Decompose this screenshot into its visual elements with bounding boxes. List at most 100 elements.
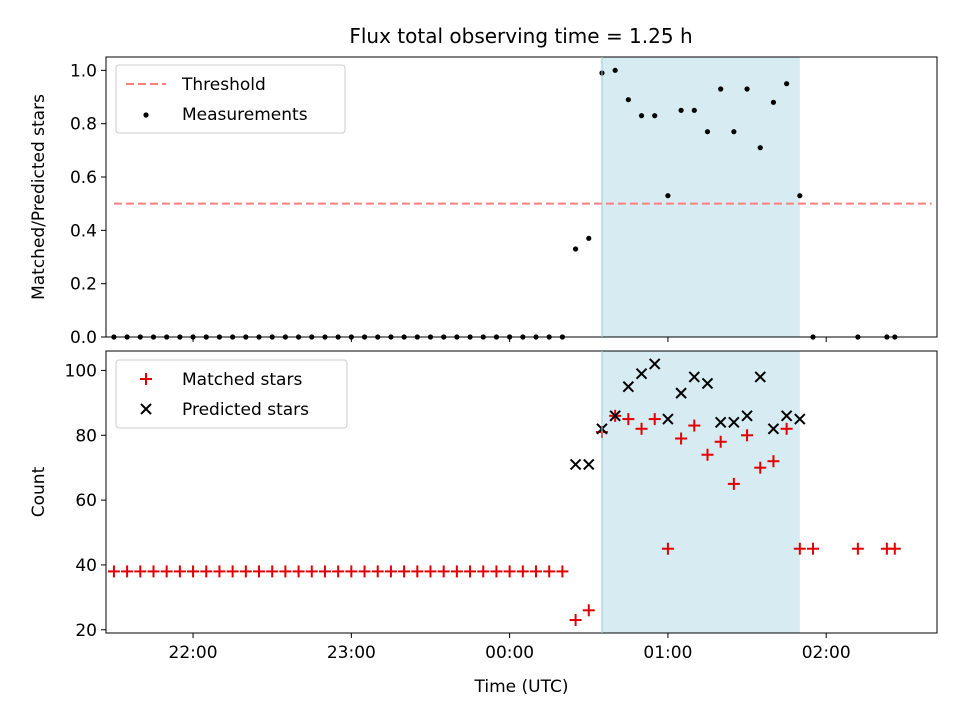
- y-tick-label: 0.6: [70, 168, 97, 188]
- y-tick-label: 1.0: [70, 61, 97, 81]
- matched-star-point: [318, 565, 331, 578]
- matched-star-point: [675, 432, 688, 445]
- matched-star-point: [516, 565, 529, 578]
- measurement-point: [744, 86, 750, 92]
- bottom-y-axis-label: Count: [29, 466, 49, 517]
- predicted-star-point: [794, 413, 806, 425]
- measurement-point: [731, 129, 737, 135]
- matched-star-point: [714, 435, 727, 448]
- y-tick-label: 0.0: [70, 328, 97, 348]
- measurement-point: [678, 107, 684, 113]
- matched-star-point: [582, 604, 595, 617]
- measurement-point: [770, 99, 777, 105]
- matched-star-point: [437, 565, 450, 578]
- matched-star-point: [851, 542, 864, 555]
- predicted-star-point: [609, 410, 621, 422]
- matched-star-point: [622, 413, 635, 426]
- matched-star-point: [160, 565, 173, 578]
- predicted-star-point: [622, 380, 635, 393]
- matched-star-point: [279, 565, 292, 578]
- matched-star-point: [701, 448, 714, 461]
- predicted-star-point: [701, 377, 714, 390]
- measurement-point: [665, 193, 671, 199]
- y-tick-label: 60: [75, 491, 97, 511]
- matched-star-point: [490, 565, 503, 578]
- matched-star-point: [358, 565, 371, 578]
- x-axis-label: Time (UTC): [474, 677, 569, 697]
- matched-star-point: [754, 461, 767, 474]
- measurement-point: [797, 193, 803, 199]
- matched-star-point: [134, 565, 147, 578]
- matched-star-point: [530, 565, 543, 578]
- matched-star-point: [450, 565, 463, 578]
- top-y-ticks: 0.0 0.2 0.4 0.6 0.8 1.0: [70, 61, 106, 348]
- predicted-star-point: [662, 413, 674, 425]
- x-tick-label: 00:00: [485, 643, 534, 663]
- matched-star-point: [688, 419, 701, 432]
- matched-star-point: [187, 565, 200, 578]
- matched-star-point: [239, 565, 252, 578]
- predicted-star-point: [741, 410, 753, 422]
- predicted-star-point: [583, 458, 595, 471]
- bottom-x-ticks: 22:00 23:00 00:00 01:00 02:00: [169, 633, 851, 663]
- x-tick-label: 02:00: [802, 643, 851, 663]
- matched-star-point: [807, 542, 820, 555]
- matched-star-point: [226, 565, 239, 578]
- matched-star-point: [345, 565, 358, 578]
- top-axes-frame: [105, 56, 938, 338]
- top-panel: 0.0 0.2 0.4 0.6 0.8 1.0 Matched/Predicted sta…: [29, 56, 938, 348]
- matched-star-point: [464, 565, 477, 578]
- matched-star-point: [569, 614, 582, 627]
- matched-star-point: [780, 422, 793, 435]
- top-x-ticks: [192, 337, 827, 342]
- legend-predicted-swatch: [140, 403, 152, 415]
- matched-star-point: [121, 565, 134, 578]
- matched-star-point: [398, 565, 411, 578]
- predicted-star-point: [728, 416, 740, 429]
- top-observing-window: [601, 57, 800, 337]
- matched-star-point: [543, 565, 556, 578]
- bottom-panel: 20 40 60 80 100 22:00 23:00 00:00 01:00 02:00 Co…: [29, 350, 938, 697]
- matched-star-point: [292, 565, 305, 578]
- top-legend: Threshold Measurements: [115, 64, 346, 134]
- matched-star-point: [727, 477, 740, 490]
- matched-star-point: [384, 565, 397, 578]
- x-tick-label: 23:00: [327, 643, 376, 663]
- matched-star-point: [173, 565, 186, 578]
- measurement-point: [652, 113, 658, 119]
- predicted-star-point: [714, 416, 727, 429]
- matched-star-point: [424, 565, 437, 578]
- y-tick-label: 40: [75, 556, 97, 576]
- predicted-star-point: [569, 458, 582, 471]
- measurement-point: [784, 81, 790, 87]
- top-legend-box: [115, 64, 346, 134]
- matched-star-point: [767, 455, 780, 468]
- y-tick-label: 20: [75, 621, 97, 641]
- y-tick-label: 80: [75, 426, 97, 446]
- chart-title: Flux total observing time = 1.25 h: [349, 24, 692, 48]
- y-tick-label: 0.8: [70, 115, 97, 135]
- matched-star-point: [200, 565, 213, 578]
- measurement-point: [572, 246, 579, 252]
- matched-star-point: [371, 565, 384, 578]
- measurement-point: [704, 129, 711, 135]
- top-y-axis-label: Matched/Predicted stars: [29, 94, 49, 300]
- predicted-star-point: [780, 410, 793, 422]
- matched-star-point: [648, 413, 661, 426]
- matched-star-point: [305, 565, 318, 578]
- matched-star-point: [147, 565, 160, 578]
- measurement-point: [691, 107, 697, 113]
- y-tick-label: 0.2: [70, 275, 97, 295]
- matched-star-point: [477, 565, 490, 578]
- x-tick-label: 01:00: [643, 643, 692, 663]
- matched-star-point: [503, 565, 516, 578]
- legend-measurements-swatch: [143, 112, 149, 118]
- measurement-point: [757, 145, 763, 151]
- matched-star-point: [266, 565, 279, 578]
- bottom-axes-frame: [105, 350, 938, 634]
- y-tick-label: 100: [65, 361, 97, 381]
- legend-matched-label: Matched stars: [182, 370, 302, 390]
- predicted-star-point: [649, 358, 661, 370]
- predicted-star-point: [767, 423, 780, 435]
